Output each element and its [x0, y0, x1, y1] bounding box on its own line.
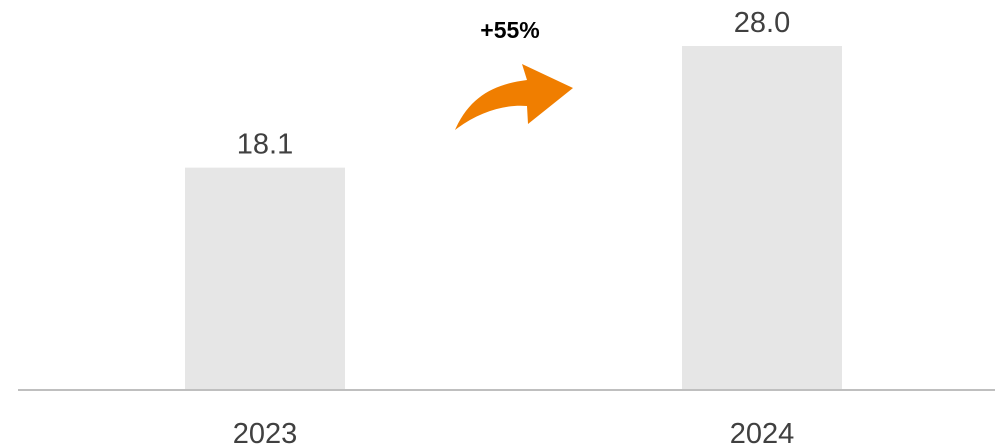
x-tick-label-2024: 2024 [730, 418, 795, 445]
growth-percent-label: +55% [480, 17, 539, 43]
growth-annotation: +55% [455, 17, 573, 130]
bars-layer [185, 46, 842, 390]
bar-value-label-2024: 28.0 [734, 7, 790, 39]
x-tick-label-2023: 2023 [233, 418, 298, 445]
bar-value-label-2023: 18.1 [237, 129, 293, 161]
bar-2023 [185, 167, 345, 390]
labels-layer: 18.1 2023 28.0 2024 [233, 7, 795, 445]
bar-2024 [682, 46, 842, 390]
growth-arrow-icon [455, 64, 573, 130]
